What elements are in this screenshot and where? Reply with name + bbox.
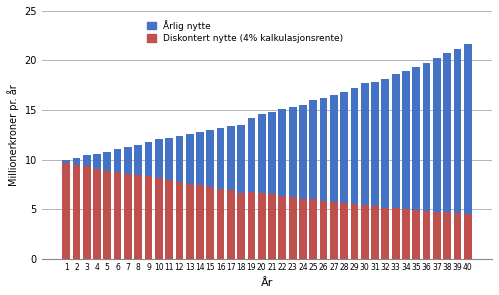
Bar	[114, 172, 121, 259]
Bar	[299, 105, 307, 259]
Bar	[62, 163, 70, 259]
Bar	[145, 142, 152, 259]
Bar	[381, 207, 389, 259]
Bar	[330, 95, 338, 259]
Bar	[340, 92, 348, 259]
Bar	[176, 182, 183, 259]
Bar	[330, 202, 338, 259]
Bar	[227, 191, 235, 259]
Y-axis label: Millionerkroner pr. år: Millionerkroner pr. år	[7, 84, 19, 186]
Bar	[165, 180, 173, 259]
Bar	[196, 132, 204, 259]
Bar	[217, 189, 225, 259]
Bar	[186, 134, 194, 259]
Bar	[392, 74, 400, 259]
Bar	[454, 213, 461, 259]
Bar	[134, 145, 142, 259]
Bar	[72, 158, 80, 259]
Bar	[207, 187, 214, 259]
Bar	[62, 160, 70, 259]
Bar	[443, 212, 451, 259]
Bar	[361, 83, 369, 259]
Bar	[248, 192, 255, 259]
Bar	[278, 109, 286, 259]
Legend: Årlig nytte, Diskontert nytte (4% kalkulasjonsrente): Årlig nytte, Diskontert nytte (4% kalkul…	[145, 18, 345, 45]
Bar	[454, 49, 461, 259]
Bar	[93, 169, 101, 259]
Bar	[320, 201, 327, 259]
Bar	[83, 166, 90, 259]
Bar	[155, 139, 163, 259]
Bar	[351, 204, 358, 259]
Bar	[412, 210, 420, 259]
Bar	[103, 152, 111, 259]
Bar	[464, 214, 472, 259]
Bar	[309, 100, 317, 259]
Bar	[238, 125, 245, 259]
Bar	[340, 203, 348, 259]
Bar	[258, 114, 265, 259]
Bar	[83, 155, 90, 259]
Bar	[433, 58, 441, 259]
Bar	[402, 209, 410, 259]
Bar	[412, 68, 420, 259]
Bar	[124, 147, 132, 259]
Bar	[207, 130, 214, 259]
Bar	[217, 128, 225, 259]
Bar	[268, 194, 276, 259]
Bar	[93, 154, 101, 259]
Bar	[103, 171, 111, 259]
X-axis label: År: År	[260, 278, 273, 288]
Bar	[124, 173, 132, 259]
Bar	[371, 82, 379, 259]
Bar	[278, 196, 286, 259]
Bar	[289, 197, 296, 259]
Bar	[433, 212, 441, 259]
Bar	[176, 136, 183, 259]
Bar	[371, 206, 379, 259]
Bar	[351, 88, 358, 259]
Bar	[299, 199, 307, 259]
Bar	[248, 118, 255, 259]
Bar	[402, 71, 410, 259]
Bar	[186, 184, 194, 259]
Bar	[72, 165, 80, 259]
Bar	[155, 178, 163, 259]
Bar	[268, 112, 276, 259]
Bar	[238, 193, 245, 259]
Bar	[423, 211, 431, 259]
Bar	[464, 44, 472, 259]
Bar	[443, 53, 451, 259]
Bar	[320, 98, 327, 259]
Bar	[258, 193, 265, 259]
Bar	[309, 199, 317, 259]
Bar	[227, 126, 235, 259]
Bar	[145, 176, 152, 259]
Bar	[196, 185, 204, 259]
Bar	[423, 63, 431, 259]
Bar	[165, 138, 173, 259]
Bar	[289, 107, 296, 259]
Bar	[114, 149, 121, 259]
Bar	[361, 204, 369, 259]
Bar	[381, 79, 389, 259]
Bar	[134, 176, 142, 259]
Bar	[392, 208, 400, 259]
